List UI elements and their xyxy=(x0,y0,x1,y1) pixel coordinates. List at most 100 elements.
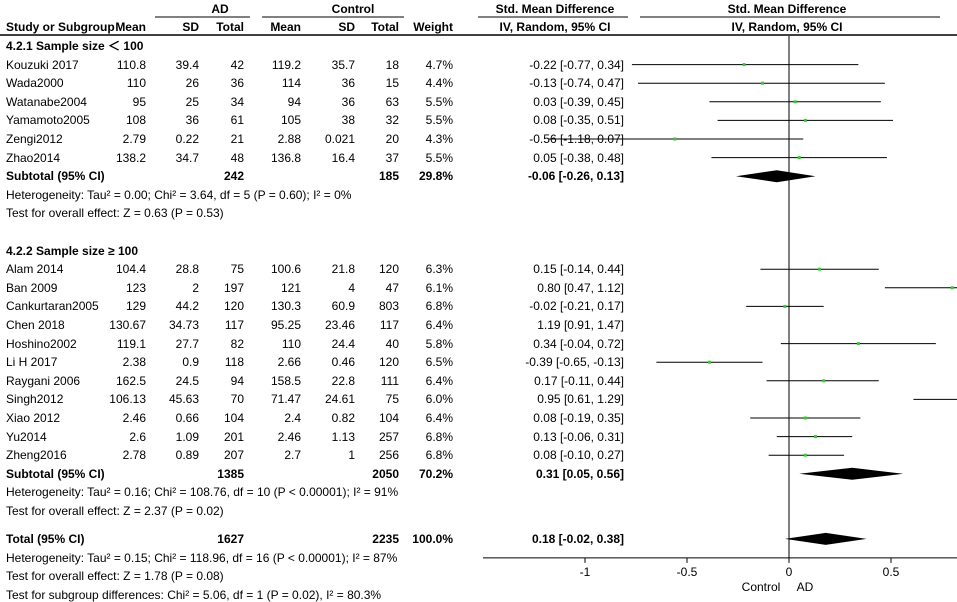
control-sd: 0.82 xyxy=(331,411,355,425)
header-ci-right: IV, Random, 95% CI xyxy=(731,20,843,34)
ad-sd: 45.63 xyxy=(168,392,199,407)
control-total: 37 xyxy=(385,150,399,165)
ad-mean: 2.6 xyxy=(129,429,146,444)
ad-total: 118 xyxy=(224,355,244,370)
control-total: 32 xyxy=(385,113,399,128)
control-total: 257 xyxy=(378,429,399,444)
ad-sd: 0.22 xyxy=(175,132,199,146)
subtotal-weight: 29.8% xyxy=(418,169,453,184)
study-name: Alam 2014 xyxy=(6,262,64,277)
total-overall-effect: Test for overall effect: Z = 1.78 (P = 0… xyxy=(6,569,224,584)
smd-ci: 0.80 [0.47, 1.12] xyxy=(537,280,624,295)
total-heterogeneity: Heterogeneity: Tau² = 0.15; Chi² = 118.9… xyxy=(6,550,398,565)
ad-total: 21 xyxy=(230,132,244,146)
control-sd: 36 xyxy=(341,76,355,91)
smd-ci: -0.39 [-0.65, -0.13] xyxy=(525,355,624,370)
subgroup-title: 4.2.2 Sample size ≥ 100 xyxy=(6,243,138,258)
control-total: 47 xyxy=(385,280,399,295)
header-ci-left: IV, Random, 95% CI xyxy=(499,20,611,34)
control-sd: 24.4 xyxy=(331,336,355,351)
study-name: Chen 2018 xyxy=(6,318,65,332)
ad-total: 48 xyxy=(230,150,244,165)
control-mean: 121 xyxy=(280,280,301,295)
control-total: 104 xyxy=(378,411,399,425)
ad-mean: 108 xyxy=(125,113,146,128)
control-mean: 130.3 xyxy=(270,299,301,314)
weight: 6.4% xyxy=(425,373,453,388)
study-point xyxy=(742,63,746,67)
x-tick-label: -0.5 xyxy=(676,564,698,579)
control-mean: 158.5 xyxy=(270,373,301,388)
x-tick-label: 0 xyxy=(785,564,793,579)
x-tick-label: 0.5 xyxy=(882,564,900,579)
ad-sd: 0.89 xyxy=(175,448,199,463)
study-point xyxy=(803,118,807,122)
smd-ci: 0.17 [-0.11, 0.44] xyxy=(534,373,624,388)
weight: 5.5% xyxy=(425,150,453,165)
ad-total: 197 xyxy=(223,280,244,295)
control-sd: 0.021 xyxy=(324,132,355,146)
smd-ci: 0.08 [-0.19, 0.35] xyxy=(533,411,624,425)
smd-ci: -0.13 [-0.74, 0.47] xyxy=(529,76,624,91)
subtotal-ad-total: 1385 xyxy=(217,466,244,481)
study-name: Raygani 2006 xyxy=(6,373,81,388)
weight: 5.5% xyxy=(425,94,453,109)
study-name: Wada2000 xyxy=(6,76,64,91)
header-ad-sd: SD xyxy=(182,20,199,34)
ad-sd: 34.7 xyxy=(175,150,199,165)
control-total: 803 xyxy=(378,299,399,314)
total-control-total: 2235 xyxy=(372,531,399,546)
study-point xyxy=(797,156,801,160)
study-point xyxy=(803,453,807,457)
subtotal-control-total: 2050 xyxy=(372,466,399,481)
ad-mean: 123 xyxy=(125,280,146,295)
subtotal-ci: 0.31 [0.05, 0.56] xyxy=(535,466,624,481)
heterogeneity-text: Heterogeneity: Tau² = 0.16; Chi² = 108.7… xyxy=(6,485,399,500)
weight: 4.7% xyxy=(425,57,453,72)
ad-sd: 24.5 xyxy=(175,373,199,388)
ad-total: 75 xyxy=(230,262,244,277)
ad-sd: 1.09 xyxy=(175,429,199,444)
ad-total: 34 xyxy=(230,94,244,109)
ad-total: 70 xyxy=(230,392,244,407)
ad-mean: 162.5 xyxy=(115,373,146,388)
weight: 5.5% xyxy=(425,113,453,128)
heterogeneity-text: Heterogeneity: Tau² = 0.00; Chi² = 3.64,… xyxy=(6,187,352,202)
control-sd: 35.7 xyxy=(331,57,355,72)
control-mean: 2.7 xyxy=(284,448,301,463)
control-total: 120 xyxy=(378,355,399,370)
ad-mean: 106.13 xyxy=(109,392,146,407)
overall-effect-text: Test for overall effect: Z = 2.37 (P = 0… xyxy=(6,504,224,518)
study-name: Cankurtaran2005 xyxy=(6,299,99,314)
pooled-diamond xyxy=(735,170,816,183)
ad-total: 117 xyxy=(224,318,244,332)
weight: 6.8% xyxy=(425,429,453,444)
weight: 6.1% xyxy=(425,280,453,295)
ad-mean: 104.4 xyxy=(115,262,146,277)
header-ad-total: Total xyxy=(216,20,244,34)
subgroup-title: 4.2.1 Sample size ＜ 100 xyxy=(6,39,144,53)
control-total: 18 xyxy=(385,57,399,72)
control-sd: 22.8 xyxy=(331,373,355,388)
control-mean: 110 xyxy=(281,336,301,351)
control-sd: 0.46 xyxy=(331,355,355,370)
control-total: 256 xyxy=(378,448,399,463)
smd-ci: 0.08 [-0.10, 0.27] xyxy=(533,448,624,463)
control-sd: 16.4 xyxy=(331,150,355,165)
header-control-total: Total xyxy=(371,20,399,34)
header-ad: AD xyxy=(211,2,229,16)
study-name: Watanabe2004 xyxy=(6,94,87,109)
favours-ad-label: AD xyxy=(796,579,814,594)
header-study: Study or Subgroup xyxy=(6,20,115,34)
ad-total: 120 xyxy=(223,299,244,314)
ad-sd: 36 xyxy=(185,113,199,128)
pooled-diamond xyxy=(784,532,867,545)
smd-ci: 0.13 [-0.06, 0.31] xyxy=(533,429,624,444)
control-sd: 38 xyxy=(341,113,355,128)
study-name: Yu2014 xyxy=(6,429,47,444)
study-point xyxy=(760,81,764,85)
study-point xyxy=(793,100,797,104)
control-sd: 1.13 xyxy=(331,429,355,444)
control-mean: 100.6 xyxy=(270,262,301,277)
smd-ci: 0.95 [0.61, 1.29] xyxy=(537,392,624,407)
